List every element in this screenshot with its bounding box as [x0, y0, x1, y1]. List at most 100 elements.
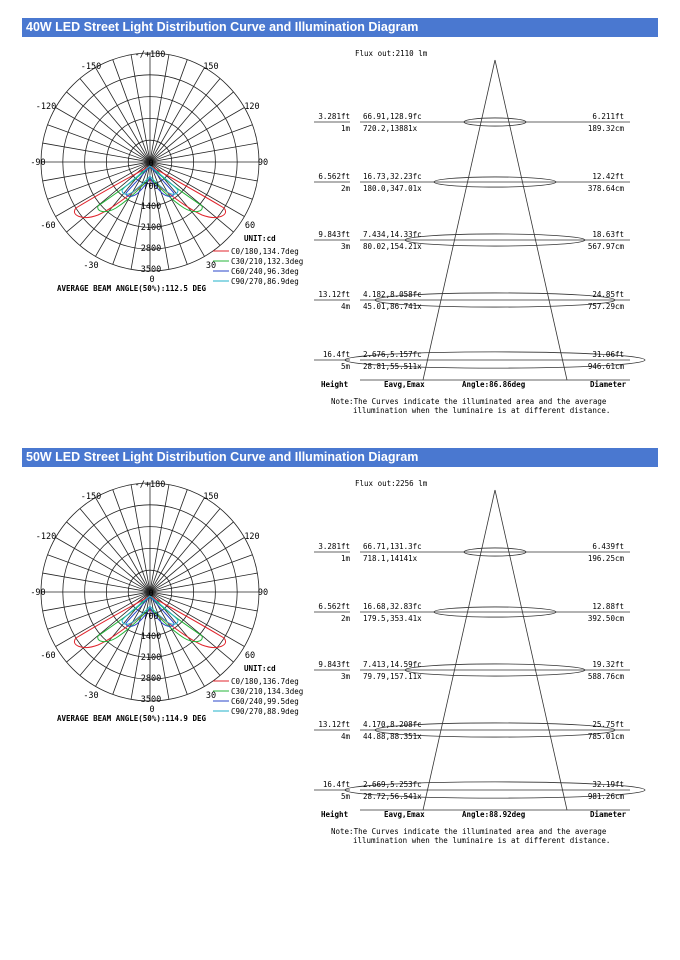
fc-values: 4.182,8.058fc	[363, 290, 422, 299]
angle-label-neg120: -120	[36, 532, 56, 542]
illumination-ellipse	[463, 117, 527, 127]
curve-c0-180	[74, 595, 226, 648]
polar-grid	[40, 52, 260, 272]
diameter-cm: 981.26cm	[588, 792, 625, 801]
curve-c60-240	[125, 595, 175, 627]
height-m: 5m	[341, 362, 351, 371]
legend-label-c90: C90/270,88.9deg	[231, 707, 299, 716]
angle-label-60: 60	[245, 221, 255, 231]
illum-row: 9.843ft 3m 7.413,14.59fc 79.79,157.11x 1…	[318, 660, 624, 681]
angle-label-90: 90	[258, 158, 268, 168]
legend-label-c60: C60/240,96.3deg	[231, 267, 299, 276]
curve-c60-240	[125, 165, 175, 197]
diameter-cm: 785.01cm	[588, 732, 625, 741]
diameter-ft: 19.32ft	[592, 660, 624, 669]
angle-label-neg90: -90	[30, 158, 45, 168]
footer-eavg: Eavg,Emax	[384, 380, 425, 389]
diameter-ft: 12.42ft	[592, 172, 624, 181]
curve-c90-270	[121, 165, 179, 195]
radial-label-3500: 3500	[141, 265, 161, 275]
curve-c90-270	[121, 595, 179, 625]
fc-values: 16.68,32.83fc	[363, 602, 422, 611]
angle-label-90: 90	[258, 588, 268, 598]
lx-values: 720.2,13881x	[363, 124, 418, 133]
illumination-cone	[314, 59, 646, 381]
height-m: 2m	[341, 184, 351, 193]
diameter-ft: 6.211ft	[592, 112, 624, 121]
footer-height: Height	[321, 380, 348, 389]
height-ft: 3.281ft	[318, 542, 350, 551]
height-m: 3m	[341, 242, 351, 251]
radial-label-0: 0	[148, 589, 153, 599]
footer-eavg: Eavg,Emax	[384, 810, 425, 819]
footer-height: Height	[321, 810, 348, 819]
section-40w: 40W LED Street Light Distribution Curve …	[0, 18, 680, 438]
lx-values: 180.0,347.01x	[363, 184, 422, 193]
note-line-1: Note:The Curves indicate the illuminated…	[331, 397, 607, 406]
radial-label-1400: 1400	[141, 202, 161, 212]
height-ft: 9.843ft	[318, 230, 350, 239]
diameter-cm: 189.32cm	[588, 124, 625, 133]
grid-spoke	[130, 54, 170, 270]
illumination-ellipse	[374, 722, 616, 738]
illumination-ellipse	[344, 351, 646, 369]
footer-angle: Angle:88.92deg	[462, 810, 526, 819]
angle-label-neg150: -150	[81, 492, 101, 502]
legend-label-c90: C90/270,86.9deg	[231, 277, 299, 286]
fc-values: 7.413,14.59fc	[363, 660, 422, 669]
cone-right-edge	[494, 489, 568, 811]
lx-values: 45.01,86.741x	[363, 302, 422, 311]
polar-distribution-diagram: -/+180 -150 150 -120 120 -90 90 -60 60 -…	[30, 480, 303, 723]
section-title-banner: 40W LED Street Light Distribution Curve …	[22, 18, 658, 37]
fc-values: 4.170,8.208fc	[363, 720, 422, 729]
angle-label-neg30: -30	[83, 691, 98, 701]
angle-label-180: -/+180	[135, 480, 166, 490]
angle-label-30: 30	[206, 691, 216, 701]
illumination-ellipse	[404, 233, 586, 247]
diameter-ft: 32.19ft	[592, 780, 624, 789]
angle-label-neg150: -150	[81, 62, 101, 72]
illumination-ellipse	[433, 176, 557, 188]
fc-values: 16.73,32.23fc	[363, 172, 422, 181]
diameter-cm: 946.61cm	[588, 362, 625, 371]
lx-values: 80.02,154.21x	[363, 242, 422, 251]
illumination-ellipse	[463, 547, 527, 557]
illum-row: 9.843ft 3m 7.434,14.33fc 80.02,154.21x 1…	[318, 230, 624, 251]
diameter-cm: 392.50cm	[588, 614, 625, 623]
beam-angle-label: AVERAGE BEAM ANGLE(50%):114.9 DEG	[57, 714, 206, 723]
height-m: 1m	[341, 554, 351, 563]
radial-label-700: 700	[143, 612, 158, 622]
radial-label-1400: 1400	[141, 632, 161, 642]
illum-row: 16.4ft 5m 2.669,5.253fc 28.72,56.541x 32…	[323, 780, 625, 801]
height-ft: 16.4ft	[323, 780, 350, 789]
height-m: 4m	[341, 302, 351, 311]
polar-grid	[40, 482, 260, 702]
illumination-ellipse	[374, 292, 616, 308]
angle-label-neg60: -60	[40, 221, 55, 231]
cone-left-edge	[422, 489, 496, 811]
lx-values: 718.1,14141x	[363, 554, 418, 563]
angle-label-neg30: -30	[83, 261, 98, 271]
height-m: 5m	[341, 792, 351, 801]
fc-values: 2.669,5.253fc	[363, 780, 422, 789]
radial-label-700: 700	[143, 182, 158, 192]
note-line-1: Note:The Curves indicate the illuminated…	[331, 827, 607, 836]
flux-out-label: Flux out:2110 lm	[355, 49, 428, 58]
legend-label-c0: C0/180,136.7deg	[231, 677, 299, 686]
footer-diameter: Diameter	[590, 810, 627, 819]
lx-values: 44.88,88.351x	[363, 732, 422, 741]
illumination-ellipse	[433, 606, 557, 618]
height-ft: 3.281ft	[318, 112, 350, 121]
intensity-curves	[74, 165, 226, 218]
illumination-diagram: Flux out:2110 lm 3.281ft 1m 66.91,128.9f…	[314, 49, 646, 415]
cone-right-edge	[494, 59, 568, 381]
grid-spoke	[130, 484, 170, 700]
radial-label-2100: 2100	[141, 223, 161, 233]
illumination-ellipse	[404, 663, 586, 677]
diameter-ft: 24.85ft	[592, 290, 624, 299]
height-m: 4m	[341, 732, 351, 741]
radial-label-3500: 3500	[141, 695, 161, 705]
section-title-banner: 50W LED Street Light Distribution Curve …	[22, 448, 658, 467]
unit-label: UNIT:cd	[244, 234, 276, 243]
unit-label: UNIT:cd	[244, 664, 276, 673]
